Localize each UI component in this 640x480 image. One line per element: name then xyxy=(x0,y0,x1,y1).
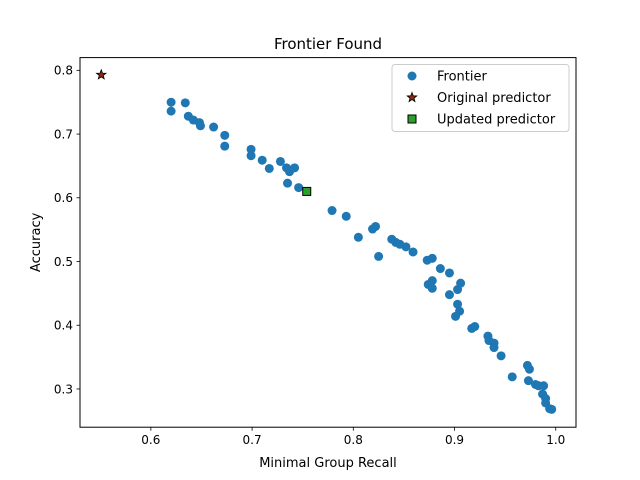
frontier-point xyxy=(539,381,549,391)
x-tick-label: 1.0 xyxy=(546,433,565,447)
frontier-point xyxy=(166,106,176,116)
frontier-point xyxy=(427,276,437,286)
frontier-point xyxy=(283,178,293,188)
frontier-point xyxy=(435,264,445,274)
plot-area-frame xyxy=(79,57,577,428)
frontier-point xyxy=(371,221,381,231)
y-tick-label: 0.3 xyxy=(54,382,73,396)
legend-label-updated-predictor: Updated predictor xyxy=(437,112,556,127)
frontier-point xyxy=(275,156,285,166)
original-predictor-point xyxy=(95,68,108,80)
legend-swatch-original-predictor xyxy=(406,91,418,103)
data-marks xyxy=(95,68,557,414)
frontier-point xyxy=(408,247,418,257)
frontier-point xyxy=(374,251,384,261)
y-tick-label: 0.6 xyxy=(54,191,73,205)
x-tick-label: 0.7 xyxy=(243,433,262,447)
y-axis-label: Accuracy xyxy=(29,212,44,272)
x-tick-label: 0.6 xyxy=(141,433,160,447)
frontier-point xyxy=(489,343,499,353)
frontier-point xyxy=(246,151,256,161)
legend: Frontier Original predictor Updated predic… xyxy=(391,64,570,132)
frontier-point xyxy=(444,290,454,300)
frontier-point xyxy=(444,268,454,278)
frontier-point xyxy=(401,242,411,252)
x-tick-label: 0.8 xyxy=(344,433,363,447)
x-axis-label: Minimal Group Recall xyxy=(259,456,397,471)
frontier-point xyxy=(470,322,480,332)
frontier-point xyxy=(257,155,267,165)
x-tick-label: 0.9 xyxy=(445,433,464,447)
legend-label-original-predictor: Original predictor xyxy=(437,91,551,106)
y-tick-label: 0.4 xyxy=(54,319,73,333)
frontier-point xyxy=(547,404,557,414)
frontier-point xyxy=(451,311,461,321)
axis-ticks: 0.6 0.7 0.8 0.9 1.0 0.3 0.4 0.5 0.6 0.7 0.8 xyxy=(54,64,565,448)
frontier-point xyxy=(524,364,534,374)
legend-swatch-updated-predictor xyxy=(407,114,417,124)
frontier-point xyxy=(353,232,363,242)
frontier-point xyxy=(507,372,517,382)
y-tick-label: 0.8 xyxy=(54,64,73,78)
frontier-point xyxy=(496,351,506,361)
legend-swatch-frontier xyxy=(407,71,417,81)
frontier-point xyxy=(220,141,230,151)
frontier-point xyxy=(290,163,300,173)
updated-predictor-point xyxy=(302,186,312,196)
frontier-point xyxy=(427,253,437,263)
frontier-point xyxy=(220,130,230,140)
y-tick-label: 0.5 xyxy=(54,255,73,269)
frontier-point xyxy=(453,299,463,309)
frontier-point xyxy=(327,206,337,216)
frontier-point xyxy=(453,285,463,295)
legend-frame xyxy=(391,64,570,132)
frontier-point xyxy=(264,163,274,173)
frontier-point xyxy=(246,144,256,154)
y-tick-label: 0.7 xyxy=(54,127,73,141)
frontier-point xyxy=(195,121,205,131)
frontier-point xyxy=(166,97,176,107)
legend-label-frontier: Frontier xyxy=(437,69,487,84)
chart-title: Frontier Found xyxy=(274,35,382,53)
frontier-point xyxy=(523,376,533,386)
frontier-point xyxy=(294,183,304,193)
frontier-point xyxy=(180,98,190,108)
frontier-point xyxy=(341,211,351,221)
frontier-point xyxy=(427,283,437,293)
frontier-point xyxy=(209,122,219,132)
